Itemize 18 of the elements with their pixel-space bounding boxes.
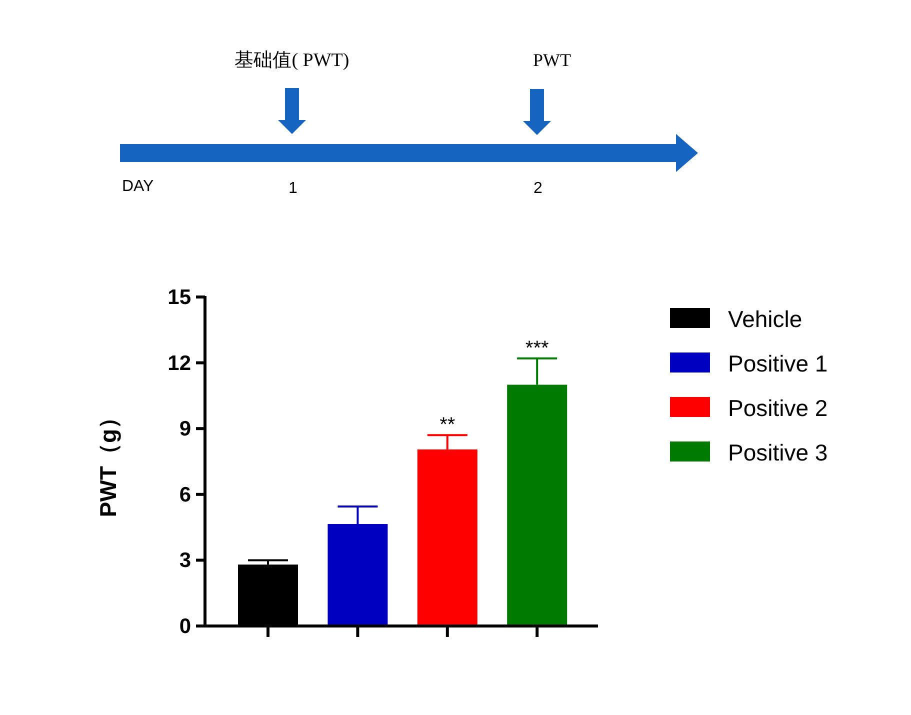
- y-tick-label: 9: [179, 418, 191, 441]
- text: PWT: [533, 50, 571, 70]
- annotation: ***: [525, 337, 549, 360]
- y-tick-label: 3: [179, 549, 191, 572]
- legend-label: Positive 3: [728, 440, 828, 466]
- legend-label: Positive 1: [728, 350, 828, 376]
- text: 2: [534, 180, 543, 197]
- y-tick-label: 15: [168, 286, 192, 309]
- annotation: **: [440, 414, 456, 436]
- legend-label: Positive 2: [728, 395, 828, 421]
- text: DAY: [122, 178, 154, 195]
- y-tick-label: 12: [168, 352, 191, 375]
- text: 基础值( PWT): [234, 50, 350, 71]
- y-axis-title: PWT（g）: [95, 406, 121, 518]
- y-tick-label: 6: [179, 483, 191, 506]
- text: 1: [288, 180, 298, 197]
- legend-label: Vehicle: [728, 306, 802, 332]
- y-tick-label: 0: [179, 615, 191, 638]
